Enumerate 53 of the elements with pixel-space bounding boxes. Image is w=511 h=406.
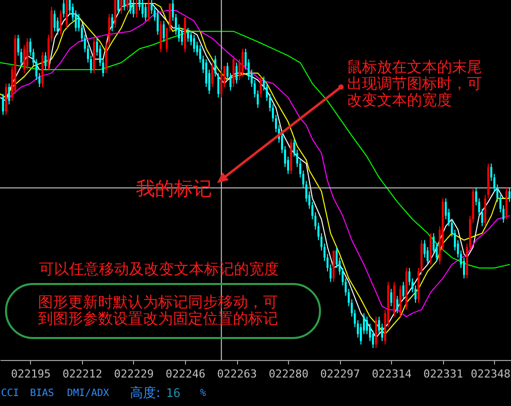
candlestick (132, 0, 134, 18)
candlestick (123, 0, 126, 11)
candlestick (156, 10, 159, 36)
candlestick (187, 27, 190, 42)
candlestick (148, 0, 150, 22)
annotation: 鼠标放在文本的末尾出现调节图标时，可改变文本的宽度 (347, 58, 482, 109)
candlestick (193, 34, 196, 53)
x-tick-label: 022195 (10, 368, 51, 380)
candlestick (62, 0, 65, 18)
text: % (200, 388, 206, 399)
candlestick (214, 55, 216, 78)
candlestick (2, 93, 4, 116)
candlestick (135, 0, 138, 18)
x-tick-label: 022314 (372, 368, 412, 380)
text: BIAS (30, 388, 54, 399)
candlestick (217, 72, 220, 98)
candlestick (54, 10, 56, 32)
candlestick (129, 0, 132, 14)
candlestick (8, 83, 10, 105)
x-tick-label: 022212 (62, 368, 102, 380)
x-tick-label: 022280 (268, 368, 308, 380)
candlestick (180, 27, 183, 46)
candlestick (205, 58, 208, 88)
candlestick (390, 288, 392, 307)
candlestick (144, 2, 147, 22)
candlestick (162, 20, 165, 42)
text: 高度: (130, 385, 160, 401)
candlestick (260, 76, 262, 98)
candlestick (117, 0, 120, 14)
candlestick (166, 27, 168, 53)
candlestick (220, 69, 222, 98)
x-tick-label: 022263 (217, 368, 257, 380)
text: DMI/ADX (67, 388, 110, 399)
candlestick (242, 48, 244, 78)
x-tick-label: 022246 (166, 368, 206, 380)
candlestick (111, 13, 114, 32)
candlestick (120, 0, 122, 14)
candlestick (211, 62, 214, 88)
candlestick (44, 52, 46, 70)
candlestick (60, 10, 62, 36)
text: 16 (166, 386, 180, 400)
text: CCI (1, 388, 20, 399)
x-tick-label: 022348 (470, 368, 511, 380)
candlestick (256, 90, 259, 108)
candlestick (508, 187, 510, 202)
candlestick (402, 281, 404, 300)
candlestick (236, 62, 238, 84)
x-tick-label: 022297 (320, 368, 360, 380)
x-tick-label: 022331 (423, 368, 464, 380)
candlestick (396, 295, 398, 314)
candlestick (126, 0, 128, 11)
candlestick (142, 0, 144, 18)
x-tick-label: 022229 (114, 368, 154, 380)
